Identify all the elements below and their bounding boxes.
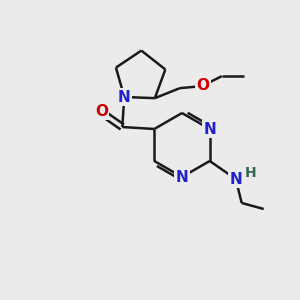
- Text: N: N: [176, 169, 188, 184]
- Text: N: N: [118, 89, 131, 104]
- Text: N: N: [229, 172, 242, 187]
- Text: O: O: [95, 103, 108, 118]
- Text: O: O: [196, 78, 209, 93]
- Text: N: N: [203, 122, 216, 136]
- Text: H: H: [245, 166, 256, 180]
